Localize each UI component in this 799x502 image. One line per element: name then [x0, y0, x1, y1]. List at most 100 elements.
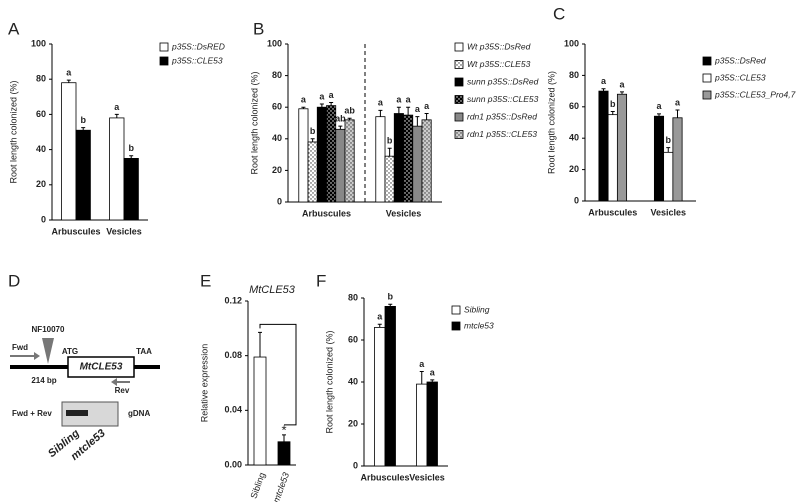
insertion-label: NF10070	[32, 325, 65, 334]
y-tick-label: 40	[569, 133, 579, 143]
y-axis-label: Root length colonized (%)	[546, 71, 556, 174]
significance-letter: a	[415, 104, 421, 114]
legend-swatch	[159, 42, 169, 52]
panel-label: F	[316, 271, 326, 290]
y-tick-label: 40	[272, 133, 282, 143]
start-label: ATG	[62, 347, 78, 356]
error-bar	[319, 103, 324, 108]
rev-label: Rev	[115, 386, 130, 395]
x-tick-label: Arbuscules	[588, 207, 637, 217]
error-bar	[388, 303, 393, 307]
significance-letter: a	[430, 367, 436, 377]
bar	[375, 116, 386, 203]
fwd-label: Fwd	[12, 343, 28, 352]
error-bar	[258, 331, 262, 358]
significance-letter: a	[619, 79, 625, 89]
y-axis-label: Root length colonized (%)	[249, 71, 259, 174]
bar	[109, 117, 125, 221]
legend-label: rdn1 p35S::CLE53	[467, 129, 537, 139]
legend-label: Sibling	[464, 304, 490, 314]
bar	[598, 90, 609, 202]
error-bar	[329, 101, 334, 106]
legend-swatch	[451, 305, 461, 315]
legend-swatch	[159, 56, 169, 66]
y-tick-label: 0	[41, 214, 46, 224]
y-axis-label: Root length colonized (%)	[8, 80, 18, 183]
legend-swatch	[454, 42, 464, 52]
y-tick-label: 80	[36, 74, 46, 84]
error-bar	[347, 117, 352, 120]
bar	[374, 326, 386, 467]
error-bar	[282, 434, 286, 442]
x-tick-label: mtcle53	[271, 471, 291, 502]
legend-label: p35S::CLE53	[171, 55, 223, 65]
gene-label: MtCLE53	[80, 362, 123, 373]
error-bar	[81, 127, 86, 131]
bar	[307, 141, 318, 203]
x-tick-label: Sibling	[248, 471, 267, 500]
y-tick-label: 80	[272, 70, 282, 80]
legend-swatch	[702, 90, 712, 100]
bar	[316, 106, 327, 203]
y-tick-label: 20	[569, 164, 579, 174]
error-bar	[396, 106, 401, 114]
y-tick-label: 20	[36, 179, 46, 189]
bar	[672, 117, 683, 202]
error-bar	[338, 125, 343, 130]
significance-letter: b	[388, 292, 394, 302]
significance-letter: ab	[335, 114, 346, 124]
primers-label: Fwd + Rev	[12, 409, 52, 418]
legend-swatch	[454, 95, 464, 104]
gel-band	[66, 410, 88, 416]
fwd-arrowhead	[34, 352, 40, 360]
y-tick-label: 80	[569, 70, 579, 80]
significance-bracket	[259, 323, 297, 426]
x-tick-label: Vesicles	[386, 208, 422, 218]
y-axis-label: Root length colonized (%)	[324, 330, 334, 433]
bar	[616, 93, 628, 202]
error-bar	[66, 79, 71, 83]
legend-label: p35S::CLE53	[714, 72, 766, 82]
x-tick-label: Vesicles	[106, 226, 142, 236]
bar	[75, 129, 91, 221]
significance-letter: ab	[344, 106, 355, 116]
significance-letter: a	[601, 76, 607, 86]
insertion-triangle	[42, 338, 54, 364]
y-tick-label: 0	[574, 195, 579, 205]
legend-swatch	[451, 321, 461, 331]
bar	[253, 356, 267, 466]
bar	[607, 114, 618, 202]
error-bar	[378, 109, 383, 117]
bar	[653, 115, 665, 202]
error-bar	[377, 323, 382, 328]
error-bar	[610, 111, 615, 115]
panel-d: D NF10070 Fwd ATG MtCLE53 TAA 214 bp Rev…	[8, 271, 160, 463]
legend-swatch	[454, 130, 464, 139]
significance-letter: a	[114, 102, 120, 112]
bar	[393, 113, 404, 203]
error-bar	[301, 106, 306, 109]
error-bar	[424, 113, 429, 120]
error-bar	[601, 88, 606, 92]
legend-label: sunn p35S::DsRed	[467, 76, 539, 86]
y-tick-label: 80	[348, 292, 358, 302]
bar	[61, 82, 77, 221]
significance-letter: a	[319, 91, 325, 101]
x-tick-label: Vesicles	[409, 472, 445, 482]
significance-letter: a	[329, 90, 335, 100]
template-label: gDNA	[128, 409, 150, 418]
bar	[298, 108, 309, 203]
error-bar	[310, 138, 315, 142]
error-bar	[419, 371, 424, 385]
significance-letter: a	[424, 101, 430, 111]
significance-letter: a	[301, 95, 307, 105]
y-tick-label: 0.00	[224, 459, 242, 469]
legend-swatch	[454, 60, 464, 69]
significance-letter: a	[378, 98, 384, 108]
gene-box	[67, 356, 135, 378]
bar	[416, 383, 428, 467]
significance-letter: a	[419, 359, 425, 369]
significance-letter: a	[396, 95, 402, 105]
significance-letter: a	[406, 95, 412, 105]
x-tick-label: Arbuscules	[51, 226, 100, 236]
